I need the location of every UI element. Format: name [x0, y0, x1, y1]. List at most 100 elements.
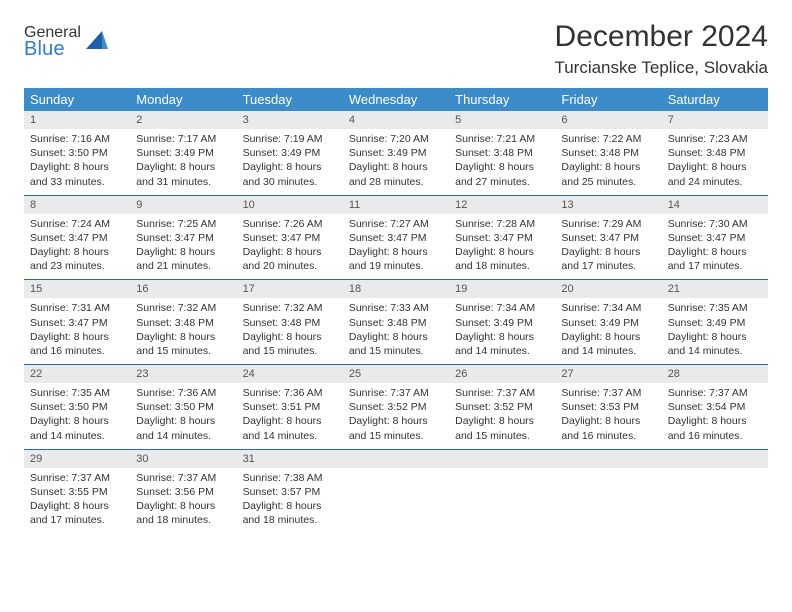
calendar-day-cell: 3Sunrise: 7:19 AMSunset: 3:49 PMDaylight… — [237, 111, 343, 195]
sunset-text: Sunset: 3:47 PM — [243, 231, 337, 245]
sunset-text: Sunset: 3:49 PM — [349, 146, 443, 160]
sunrise-text: Sunrise: 7:37 AM — [668, 386, 762, 400]
sunset-text: Sunset: 3:49 PM — [455, 316, 549, 330]
daylight-text-2: and 16 minutes. — [561, 429, 655, 443]
sunset-text: Sunset: 3:55 PM — [30, 485, 124, 499]
day-body: Sunrise: 7:37 AMSunset: 3:52 PMDaylight:… — [343, 383, 449, 449]
weekday-header: Monday — [130, 88, 236, 111]
day-number: 7 — [662, 111, 768, 129]
daylight-text-2: and 31 minutes. — [136, 175, 230, 189]
weekday-header: Friday — [555, 88, 661, 111]
sunset-text: Sunset: 3:47 PM — [30, 231, 124, 245]
day-body: Sunrise: 7:31 AMSunset: 3:47 PMDaylight:… — [24, 298, 130, 364]
day-number: 24 — [237, 365, 343, 383]
location-label: Turcianske Teplice, Slovakia — [554, 58, 768, 78]
daylight-text-2: and 18 minutes. — [136, 513, 230, 527]
calendar-day-cell: 23Sunrise: 7:36 AMSunset: 3:50 PMDayligh… — [130, 365, 236, 450]
day-number: 4 — [343, 111, 449, 129]
calendar-day-cell — [343, 449, 449, 533]
sunrise-text: Sunrise: 7:17 AM — [136, 132, 230, 146]
sunset-text: Sunset: 3:48 PM — [349, 316, 443, 330]
daylight-text-1: Daylight: 8 hours — [243, 330, 337, 344]
daylight-text-1: Daylight: 8 hours — [136, 499, 230, 513]
calendar-day-cell: 2Sunrise: 7:17 AMSunset: 3:49 PMDaylight… — [130, 111, 236, 195]
sunset-text: Sunset: 3:48 PM — [561, 146, 655, 160]
day-number: 8 — [24, 196, 130, 214]
day-body: Sunrise: 7:20 AMSunset: 3:49 PMDaylight:… — [343, 129, 449, 195]
calendar-body: 1Sunrise: 7:16 AMSunset: 3:50 PMDaylight… — [24, 111, 768, 533]
day-body: Sunrise: 7:34 AMSunset: 3:49 PMDaylight:… — [555, 298, 661, 364]
daylight-text-2: and 14 minutes. — [136, 429, 230, 443]
daylight-text-1: Daylight: 8 hours — [136, 330, 230, 344]
sunset-text: Sunset: 3:47 PM — [30, 316, 124, 330]
day-body: Sunrise: 7:35 AMSunset: 3:49 PMDaylight:… — [662, 298, 768, 364]
day-body: Sunrise: 7:37 AMSunset: 3:52 PMDaylight:… — [449, 383, 555, 449]
day-body: Sunrise: 7:22 AMSunset: 3:48 PMDaylight:… — [555, 129, 661, 195]
daylight-text-1: Daylight: 8 hours — [30, 160, 124, 174]
weekday-header: Wednesday — [343, 88, 449, 111]
sunset-text: Sunset: 3:53 PM — [561, 400, 655, 414]
daylight-text-2: and 15 minutes. — [455, 429, 549, 443]
day-body: Sunrise: 7:17 AMSunset: 3:49 PMDaylight:… — [130, 129, 236, 195]
daylight-text-1: Daylight: 8 hours — [136, 245, 230, 259]
day-number-empty — [662, 450, 768, 468]
calendar-day-cell: 11Sunrise: 7:27 AMSunset: 3:47 PMDayligh… — [343, 195, 449, 280]
calendar-day-cell — [449, 449, 555, 533]
daylight-text-1: Daylight: 8 hours — [136, 414, 230, 428]
day-body: Sunrise: 7:37 AMSunset: 3:56 PMDaylight:… — [130, 468, 236, 534]
day-body: Sunrise: 7:37 AMSunset: 3:53 PMDaylight:… — [555, 383, 661, 449]
calendar-day-cell: 25Sunrise: 7:37 AMSunset: 3:52 PMDayligh… — [343, 365, 449, 450]
day-number: 6 — [555, 111, 661, 129]
sunset-text: Sunset: 3:47 PM — [136, 231, 230, 245]
day-body: Sunrise: 7:23 AMSunset: 3:48 PMDaylight:… — [662, 129, 768, 195]
calendar-week-row: 8Sunrise: 7:24 AMSunset: 3:47 PMDaylight… — [24, 195, 768, 280]
daylight-text-2: and 27 minutes. — [455, 175, 549, 189]
daylight-text-1: Daylight: 8 hours — [30, 414, 124, 428]
daylight-text-1: Daylight: 8 hours — [243, 414, 337, 428]
day-body: Sunrise: 7:32 AMSunset: 3:48 PMDaylight:… — [237, 298, 343, 364]
logo-line2: Blue — [24, 40, 81, 58]
daylight-text-2: and 18 minutes. — [243, 513, 337, 527]
daylight-text-2: and 20 minutes. — [243, 259, 337, 273]
sunset-text: Sunset: 3:49 PM — [668, 316, 762, 330]
day-number: 13 — [555, 196, 661, 214]
daylight-text-1: Daylight: 8 hours — [455, 160, 549, 174]
day-number-empty — [449, 450, 555, 468]
day-number: 9 — [130, 196, 236, 214]
daylight-text-2: and 17 minutes. — [668, 259, 762, 273]
sunrise-text: Sunrise: 7:34 AM — [561, 301, 655, 315]
day-body: Sunrise: 7:28 AMSunset: 3:47 PMDaylight:… — [449, 214, 555, 280]
sunrise-text: Sunrise: 7:27 AM — [349, 217, 443, 231]
sunrise-text: Sunrise: 7:37 AM — [455, 386, 549, 400]
daylight-text-1: Daylight: 8 hours — [668, 330, 762, 344]
calendar-day-cell: 22Sunrise: 7:35 AMSunset: 3:50 PMDayligh… — [24, 365, 130, 450]
day-number: 25 — [343, 365, 449, 383]
day-body: Sunrise: 7:25 AMSunset: 3:47 PMDaylight:… — [130, 214, 236, 280]
daylight-text-1: Daylight: 8 hours — [668, 245, 762, 259]
daylight-text-1: Daylight: 8 hours — [349, 330, 443, 344]
daylight-text-2: and 33 minutes. — [30, 175, 124, 189]
sunrise-text: Sunrise: 7:36 AM — [136, 386, 230, 400]
sunrise-text: Sunrise: 7:33 AM — [349, 301, 443, 315]
day-body: Sunrise: 7:35 AMSunset: 3:50 PMDaylight:… — [24, 383, 130, 449]
calendar-day-cell: 24Sunrise: 7:36 AMSunset: 3:51 PMDayligh… — [237, 365, 343, 450]
daylight-text-1: Daylight: 8 hours — [561, 414, 655, 428]
sunset-text: Sunset: 3:52 PM — [455, 400, 549, 414]
sunrise-text: Sunrise: 7:37 AM — [30, 471, 124, 485]
day-body: Sunrise: 7:30 AMSunset: 3:47 PMDaylight:… — [662, 214, 768, 280]
sunset-text: Sunset: 3:49 PM — [136, 146, 230, 160]
calendar-day-cell: 12Sunrise: 7:28 AMSunset: 3:47 PMDayligh… — [449, 195, 555, 280]
day-number: 1 — [24, 111, 130, 129]
sunrise-text: Sunrise: 7:38 AM — [243, 471, 337, 485]
daylight-text-1: Daylight: 8 hours — [668, 414, 762, 428]
daylight-text-1: Daylight: 8 hours — [243, 499, 337, 513]
sunrise-text: Sunrise: 7:31 AM — [30, 301, 124, 315]
daylight-text-2: and 23 minutes. — [30, 259, 124, 273]
day-body: Sunrise: 7:34 AMSunset: 3:49 PMDaylight:… — [449, 298, 555, 364]
daylight-text-2: and 16 minutes. — [30, 344, 124, 358]
calendar-day-cell: 5Sunrise: 7:21 AMSunset: 3:48 PMDaylight… — [449, 111, 555, 195]
daylight-text-1: Daylight: 8 hours — [136, 160, 230, 174]
daylight-text-1: Daylight: 8 hours — [30, 330, 124, 344]
sunrise-text: Sunrise: 7:32 AM — [243, 301, 337, 315]
day-number: 11 — [343, 196, 449, 214]
